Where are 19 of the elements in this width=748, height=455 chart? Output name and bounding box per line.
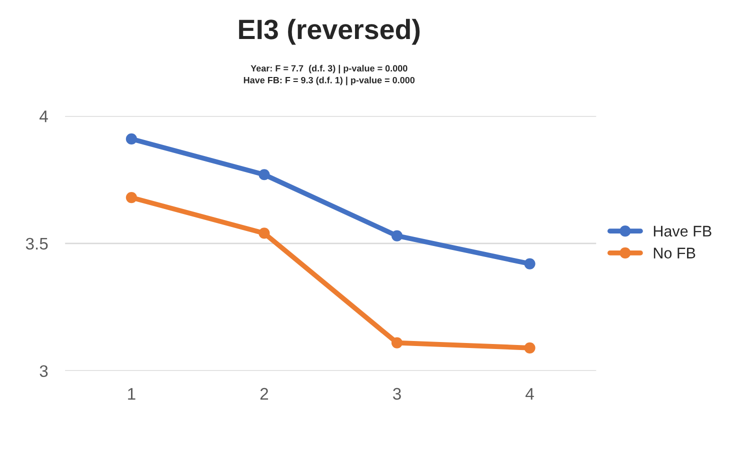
x-tick-label: 4 [526,388,534,400]
point [126,192,138,204]
chart-title: EI3 (reversed) [239,18,420,45]
x-tick-label: 3 [393,388,401,400]
legend-label: No FB [654,248,696,258]
y-tick-label: 3.5 [26,238,48,250]
chart-subtitle: Year: F = 7.7 (d.f. 3) | p-value = 0.000 Have FB: F = 9.3 (d.f. 1) | p-value = 0.000 [244,64,415,86]
x-tick-label: 1 [128,388,136,400]
point [391,337,403,348]
point [524,258,536,270]
point [524,342,536,354]
legend-label: Have FB [654,226,712,237]
point [258,169,270,180]
point [126,133,138,145]
y-tick-label: 3 [40,365,48,378]
point [391,230,403,242]
x-tick-label: 2 [260,388,268,400]
y-tick-label: 4 [40,110,48,122]
point [258,228,270,239]
